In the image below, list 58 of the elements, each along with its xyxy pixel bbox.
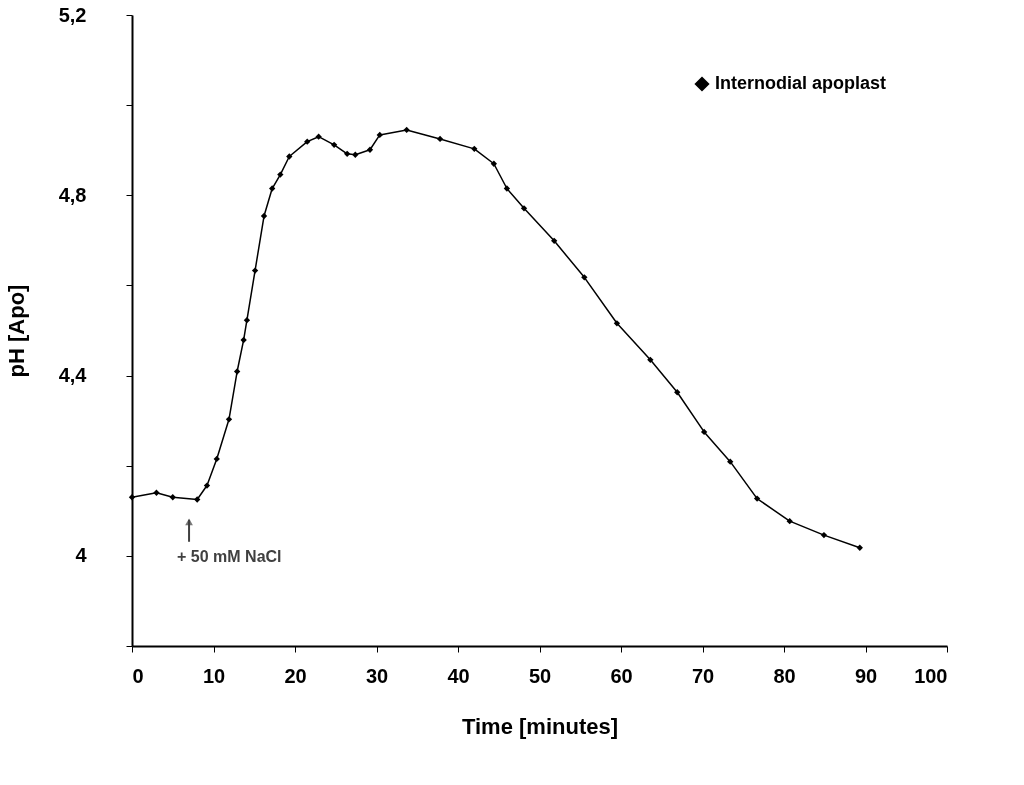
- point: [581, 274, 588, 281]
- point: [233, 368, 241, 375]
- point: [269, 185, 276, 192]
- annotation: + 50 mM NaCl: [177, 547, 282, 565]
- point: [330, 141, 338, 148]
- point: [128, 494, 136, 501]
- point: [153, 489, 160, 496]
- point: [366, 146, 374, 153]
- point: [240, 336, 247, 344]
- point: [613, 320, 621, 327]
- point: [344, 150, 351, 157]
- point: [520, 205, 528, 212]
- point: [727, 458, 734, 465]
- point: [820, 531, 828, 539]
- point: [490, 160, 498, 167]
- x-tick-label: 40: [447, 664, 470, 687]
- point: [277, 171, 284, 178]
- point: [304, 138, 311, 145]
- point: [700, 428, 708, 436]
- point: [436, 135, 444, 143]
- point: [169, 494, 176, 501]
- point: [674, 389, 681, 396]
- x-tick-label: 30: [365, 664, 389, 687]
- x-tick-label: 10: [202, 664, 226, 687]
- point: [503, 185, 511, 192]
- point: [225, 416, 233, 423]
- point: [251, 267, 259, 274]
- y-axis-title: pH [Apo]: [3, 284, 29, 378]
- x-axis-title: Time [minutes]: [461, 713, 619, 739]
- y-tick-label: 4,8: [58, 183, 87, 206]
- point: [856, 544, 863, 551]
- x-tick-label: 0: [132, 664, 144, 687]
- x-tick-label: 70: [691, 664, 715, 687]
- point: [260, 212, 268, 220]
- y-tick-label: 4,4: [58, 364, 88, 387]
- x-tick-label: 80: [773, 664, 796, 687]
- point: [194, 496, 201, 503]
- point: [376, 131, 383, 139]
- y-tick-label: 4: [75, 544, 88, 567]
- point: [403, 126, 410, 134]
- point: [315, 133, 322, 140]
- x-tick-label: 90: [854, 664, 878, 687]
- y-tick-label: 5,2: [58, 3, 87, 26]
- point: [203, 482, 211, 489]
- x-tick-label: 100: [914, 664, 948, 687]
- point: [551, 237, 558, 244]
- x-tick-label: 60: [610, 664, 633, 687]
- x-tick-label: 20: [284, 664, 307, 687]
- point: [352, 151, 359, 158]
- point: [243, 316, 251, 324]
- point: [471, 145, 478, 153]
- point: [753, 495, 761, 502]
- point: [286, 153, 293, 160]
- legend-label: Internodial apoplast: [715, 73, 887, 93]
- point: [647, 356, 654, 363]
- x-tick-label: 50: [528, 664, 552, 687]
- point: [213, 455, 220, 463]
- point: [786, 517, 793, 525]
